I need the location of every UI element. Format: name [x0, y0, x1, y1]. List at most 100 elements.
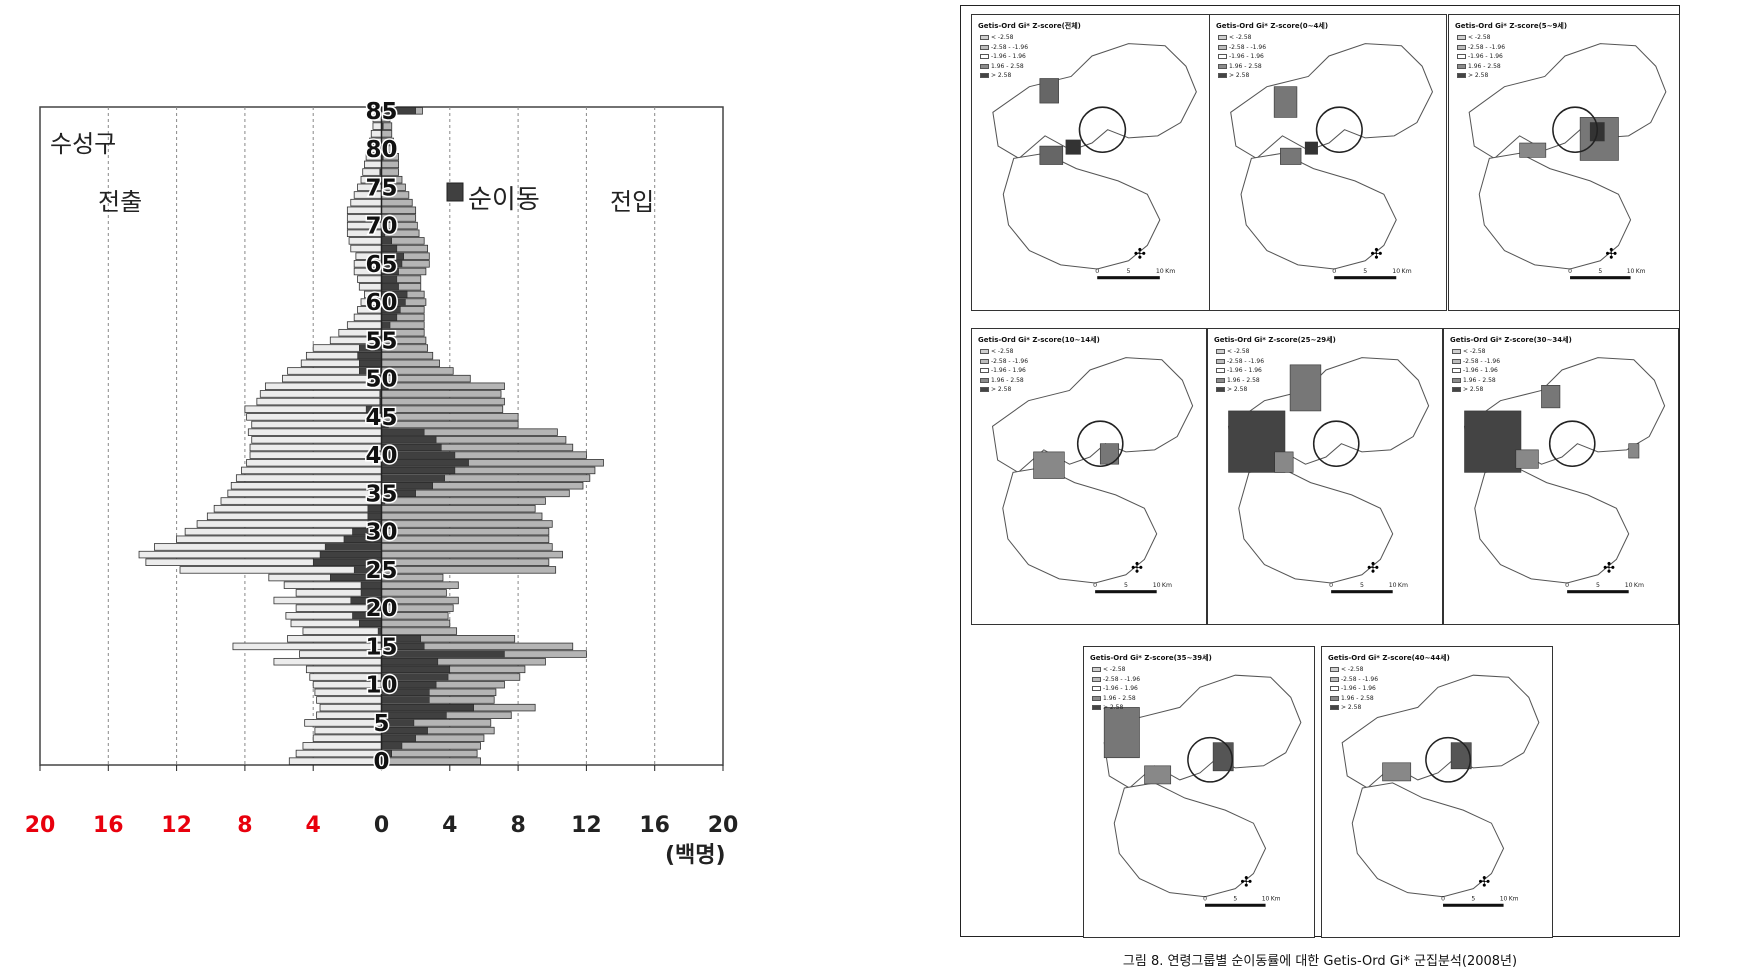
map-title: Getis-Ord Gi* Z-score(35~39세): [1090, 654, 1212, 662]
north-arrow-icon: ✣: [1367, 561, 1379, 577]
y-tick-label: 30: [365, 520, 397, 546]
north-arrow-icon: ✣: [1605, 247, 1617, 263]
legend-swatch: [1216, 377, 1225, 383]
scale-bar: [1570, 276, 1631, 280]
legend-row: > 2.58: [1216, 385, 1264, 395]
scale-label: 5: [1127, 268, 1131, 275]
hotspot-region: [1212, 742, 1234, 772]
scale-label: 0: [1565, 582, 1569, 589]
north-arrow-icon: ✣: [1131, 561, 1143, 577]
scale-label: 10: [1389, 582, 1397, 589]
legend-row: -1.96 - 1.96: [1216, 366, 1264, 376]
chart-axes: 20 16 12 8 4 0 4 8 12 16 2085807570656055504540353…: [25, 97, 739, 838]
map-outline-south: [1002, 152, 1161, 270]
bar-outflow-age-42: [251, 436, 382, 444]
map-title: Getis-Ord Gi* Z-score(40~44세): [1328, 654, 1450, 662]
north-arrow-icon: ✣: [1240, 875, 1252, 891]
y-tick-label: 50: [365, 367, 397, 393]
legend-row: < -2.58: [1457, 33, 1505, 43]
legend-swatch: [1216, 368, 1225, 374]
legend-label: 1.96 - 2.58: [991, 62, 1024, 70]
x-tick-label: 20: [708, 813, 739, 838]
scale-label: Km: [1634, 582, 1644, 589]
map-outline-north: [1230, 43, 1434, 160]
bar-inflow-age-44: [381, 420, 519, 429]
y-tick-label: 35: [365, 481, 397, 507]
bar-outflow-age-3: [312, 734, 382, 742]
legend-row: < -2.58: [1218, 33, 1266, 43]
legend-row: 1.96 - 2.58: [980, 376, 1028, 386]
bar-inflow-age-31: [381, 520, 553, 528]
legend-swatch: [980, 35, 989, 41]
legend-label: -2.58 - -1.96: [1468, 43, 1506, 51]
district-map: ✣ 0 5 10 Km: [1463, 357, 1666, 594]
x-tick-label: 12: [571, 813, 602, 838]
bar-outflow-age-33: [213, 504, 382, 513]
hotspot-region: [1039, 78, 1059, 104]
legend-row: -2.58 - -1.96: [1457, 43, 1505, 53]
map-panel-1: ✣ 0 5 10 Km Getis-Ord Gi* Z-score(전체) < -2.58 -…: [971, 14, 1211, 311]
map-panel-6: ✣ 0 5 10 Km Getis-Ord Gi* Z-score(30~34세) < -2…: [1443, 328, 1679, 625]
map-panel-7: ✣ 0 5 10 Km Getis-Ord Gi* Z-score(35~39세) < -2…: [1083, 646, 1315, 938]
hotspot-region: [1464, 410, 1522, 473]
hotspot-region: [1103, 707, 1140, 759]
legend-row: -1.96 - 1.96: [980, 366, 1028, 376]
legend-swatch: [1330, 705, 1339, 711]
scale-label: 0: [1329, 582, 1333, 589]
bar-outflow-age-45: [246, 413, 382, 421]
legend-row: < -2.58: [980, 33, 1028, 43]
hotspot-region: [1099, 443, 1120, 465]
legend-row: < -2.58: [980, 347, 1028, 357]
district-map: ✣ 0 5 10 Km: [1103, 674, 1302, 907]
legend-label-net: 순이동: [468, 185, 540, 215]
legend-row: > 2.58: [1452, 385, 1500, 395]
legend-label: < -2.58: [1227, 348, 1250, 355]
map-panel-2: ✣ 0 5 10 Km Getis-Ord Gi* Z-score(0~4세) < -2.5…: [1209, 14, 1447, 311]
map-panel-5: ✣ 0 5 10 Km Getis-Ord Gi* Z-score(25~29세) < -2…: [1207, 328, 1443, 625]
scale-label: 5: [1360, 582, 1364, 589]
legend-label: -1.96 - 1.96: [1227, 367, 1262, 374]
legend-row: -1.96 - 1.96: [1330, 684, 1378, 694]
legend-label: -2.58 - -1.96: [1103, 675, 1141, 683]
scale-label: 0: [1441, 896, 1445, 903]
legend-swatch: [1218, 73, 1227, 79]
legend-swatch: [980, 358, 989, 364]
bar-outflow-age-5: [304, 719, 382, 727]
scale-label: Km: [1509, 896, 1519, 903]
bar-outflow-age-7: [319, 703, 382, 712]
legend-swatch: [980, 387, 989, 393]
hotspot-region: [1039, 145, 1064, 165]
bar-outflow-age-41: [249, 443, 382, 452]
legend-label: -2.58 - -1.96: [1341, 675, 1379, 683]
bar-outflow-age-6: [316, 711, 382, 719]
legend-swatch: [1216, 349, 1225, 355]
legend-swatch: [980, 44, 989, 50]
legend-swatch: [1330, 686, 1339, 692]
bar-outflow-age-37: [235, 474, 382, 482]
scale-label: Km: [1165, 268, 1175, 275]
legend-label: > 2.58: [1103, 704, 1124, 711]
legend-row: -1.96 - 1.96: [1457, 52, 1505, 62]
city-center-boundary: [1315, 106, 1363, 154]
y-tick-label: 5: [373, 711, 389, 737]
y-tick-label: 40: [365, 443, 397, 469]
scale-label: 10: [1262, 896, 1270, 903]
hotspot-region: [1274, 451, 1294, 473]
legend-row: -2.58 - -1.96: [980, 357, 1028, 367]
hotspot-region: [1541, 385, 1561, 409]
legend-row: 1.96 - 2.58: [1330, 694, 1378, 704]
scale-label: 5: [1233, 896, 1237, 903]
scale-label: Km: [1636, 268, 1646, 275]
scale-label: 10: [1500, 896, 1508, 903]
legend-label: -2.58 - -1.96: [991, 43, 1029, 51]
bar-outflow-age-15: [232, 642, 382, 651]
y-tick-label: 45: [365, 405, 397, 431]
x-tick-label: 12: [161, 813, 192, 838]
chart-bars: [138, 107, 604, 765]
y-tick-label: 75: [365, 175, 397, 201]
bar-outflow-age-30: [184, 527, 382, 536]
legend-swatch: [1457, 44, 1466, 50]
city-center-boundary: [1076, 420, 1124, 468]
bar-inflow-age-49: [381, 382, 505, 390]
bar-outflow-age-49: [264, 382, 382, 390]
